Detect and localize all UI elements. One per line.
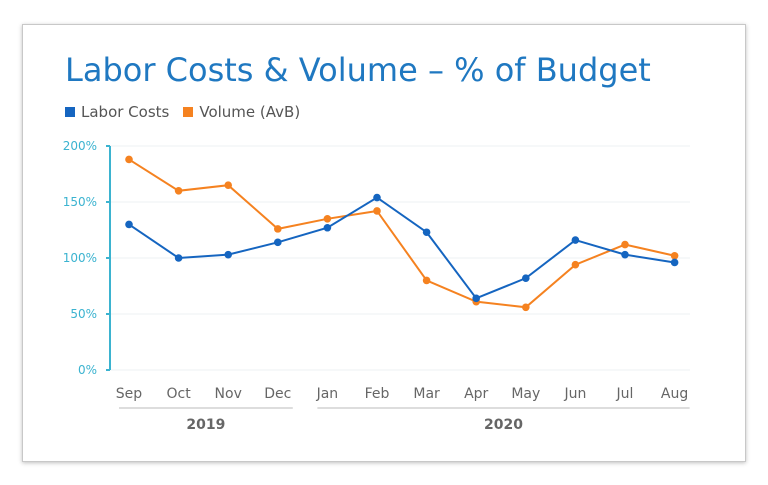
data-point [373,193,381,202]
y-tick-label: 100% [63,251,97,265]
data-point [224,250,232,259]
legend-item-labor: Labor Costs [65,103,169,121]
data-point [621,240,629,249]
series-line [128,196,675,300]
x-tick-label: Oct [166,386,191,402]
data-point [522,274,530,282]
data-point [522,303,530,312]
x-tick-label: Nov [215,386,242,402]
data-point [125,220,133,229]
x-tick-label: Feb [365,386,390,402]
data-point [274,238,282,247]
chart-title: Labor Costs & Volume – % of Budget [65,51,651,89]
x-tick-label: Aug [661,386,688,402]
legend-swatch [183,107,194,117]
x-tick-label: Mar [413,386,440,402]
data-point [422,276,431,285]
data-point [670,251,679,260]
data-point [670,258,679,267]
y-tick-label: 150% [63,195,97,209]
data-point [422,228,431,237]
x-tick-label: Apr [464,386,488,402]
y-tick-label: 200% [63,139,97,153]
data-point [274,225,282,233]
x-tick-label: Jan [316,386,339,402]
legend-label: Volume (AvB) [199,103,301,121]
legend-item-volume: Volume (AvB) [183,103,300,121]
group-label: 2019 [186,417,225,433]
data-point [571,260,580,269]
data-point [323,215,332,223]
data-point [174,254,183,262]
data-point [224,181,232,189]
y-tick-label: 50% [70,307,97,321]
legend: Labor Costs Volume (AvB) [65,103,300,121]
x-tick-label: Jul [616,386,634,402]
data-point [323,223,332,232]
group-label: 2020 [484,417,523,433]
data-point [373,207,381,215]
series-line [128,158,675,309]
x-tick-label: Jun [563,386,586,402]
data-point [472,294,481,303]
legend-label: Labor Costs [81,103,170,121]
data-point [174,187,183,195]
x-tick-label: Dec [264,386,291,402]
x-tick-label: May [511,386,540,402]
y-tick-label: 0% [78,363,97,377]
x-tick-label: Sep [116,386,143,402]
data-point [125,155,133,164]
data-point [571,236,580,244]
legend-swatch [65,107,75,117]
data-point [621,250,629,259]
